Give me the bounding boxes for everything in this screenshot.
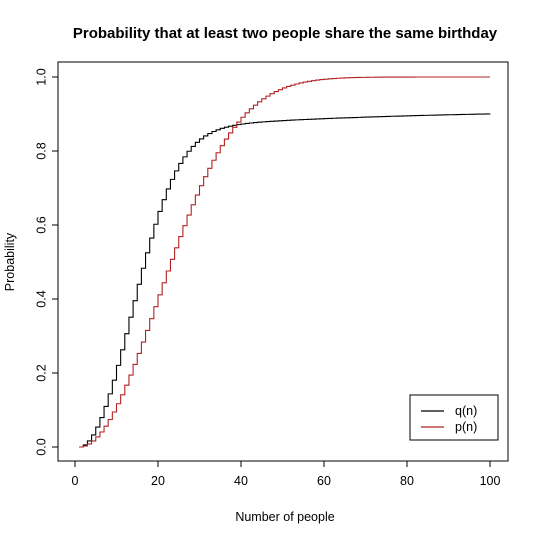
chart-title: Probability that at least two people sha… bbox=[73, 25, 498, 42]
x-tick-label: 80 bbox=[400, 474, 414, 488]
y-tick-label: 0.4 bbox=[34, 290, 48, 307]
x-tick-label: 20 bbox=[151, 474, 165, 488]
y-axis: 0.0 0.2 0.4 0.6 0.8 1.0 bbox=[34, 68, 59, 456]
series-layer bbox=[79, 76, 491, 448]
legend-label: p(n) bbox=[455, 420, 477, 434]
x-tick-label: 0 bbox=[72, 474, 79, 488]
y-tick-label: 0.8 bbox=[34, 142, 48, 159]
y-tick-label: 0.6 bbox=[34, 216, 48, 233]
series-line-pn bbox=[79, 76, 490, 448]
legend-label: q(n) bbox=[455, 404, 477, 418]
legend: q(n) p(n) bbox=[409, 394, 499, 441]
x-tick-label: 60 bbox=[317, 474, 331, 488]
y-axis-label: Probability bbox=[3, 232, 17, 291]
x-axis: 0 20 40 60 80 100 bbox=[72, 460, 501, 488]
legend-box bbox=[409, 394, 499, 441]
x-axis-label: Number of people bbox=[235, 510, 334, 524]
x-tick-label: 40 bbox=[234, 474, 248, 488]
series-line-qn bbox=[79, 113, 491, 448]
y-tick-label: 0.0 bbox=[34, 438, 48, 455]
x-tick-label: 100 bbox=[480, 474, 501, 488]
y-tick-label: 0.2 bbox=[34, 364, 48, 381]
y-tick-label: 1.0 bbox=[34, 68, 48, 85]
